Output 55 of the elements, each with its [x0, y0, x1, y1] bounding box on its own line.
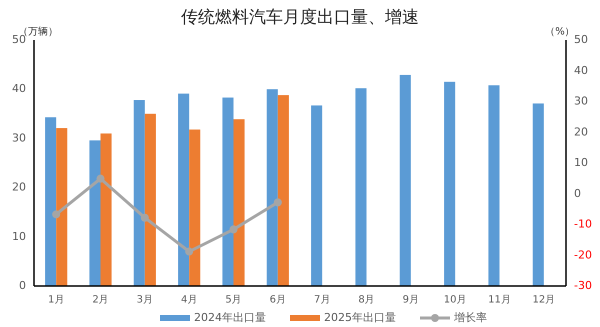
bar	[100, 133, 112, 286]
y-tick-label: 0	[19, 279, 26, 292]
x-tick-label: 11月	[488, 294, 511, 306]
x-tick-label: 5月	[225, 294, 242, 306]
x-tick-label: 10月	[444, 294, 467, 306]
chart-title: 传统燃料汽车月度出口量、增速	[181, 8, 419, 28]
point	[52, 210, 60, 218]
bar	[178, 94, 190, 286]
bar	[144, 114, 156, 286]
y2-tick-label: -30	[574, 279, 592, 292]
bar	[311, 105, 322, 286]
y2-tick-label: 0	[574, 186, 581, 200]
y2-tick-label: 30	[574, 94, 588, 108]
y-tick-label: 40	[12, 82, 26, 96]
bar	[234, 119, 245, 286]
x-tick-label: 3月	[136, 294, 154, 306]
x-tick-label: 8月	[358, 294, 375, 306]
bar	[189, 130, 200, 286]
legend-label: 2025年出口量	[324, 311, 396, 324]
point	[96, 174, 104, 183]
y2-tick-label: 10	[574, 156, 588, 170]
point	[140, 214, 149, 222]
x-tick-label: 1月	[48, 294, 64, 306]
y2-tick-label: 50	[574, 33, 588, 46]
bar	[134, 100, 145, 286]
bar	[532, 103, 544, 286]
bar	[89, 140, 100, 286]
bar	[488, 85, 500, 286]
point	[230, 225, 238, 234]
bar	[45, 117, 56, 286]
y-tick-label: 20	[12, 180, 26, 194]
x-tick-label: 12月	[532, 294, 556, 306]
y2-tick-label: -10	[574, 218, 592, 231]
bar	[400, 74, 411, 286]
point	[274, 198, 282, 206]
x-tick-label: 4月	[180, 294, 198, 306]
bar	[278, 95, 289, 286]
y-tick-label: 30	[12, 131, 26, 144]
bar	[444, 82, 456, 286]
y2-tick-label: 40	[574, 64, 588, 77]
legend-label: 增长率	[453, 311, 487, 324]
x-tick-label: 9月	[402, 294, 420, 306]
y2-tick-label: 20	[574, 125, 588, 138]
bar	[355, 88, 366, 286]
x-tick-label: 6月	[270, 294, 286, 306]
x-tick-label: 2月	[92, 294, 109, 306]
y2-tick-label: -20	[574, 248, 592, 262]
bar	[222, 98, 234, 286]
y2-axis-title: （%）	[545, 26, 575, 38]
x-tick-label: 7月	[314, 294, 330, 306]
bar	[266, 89, 278, 286]
bar	[56, 128, 68, 286]
point	[185, 248, 194, 256]
legend-label: 2024年出口量	[194, 311, 266, 324]
y-tick-label: 10	[12, 230, 26, 243]
